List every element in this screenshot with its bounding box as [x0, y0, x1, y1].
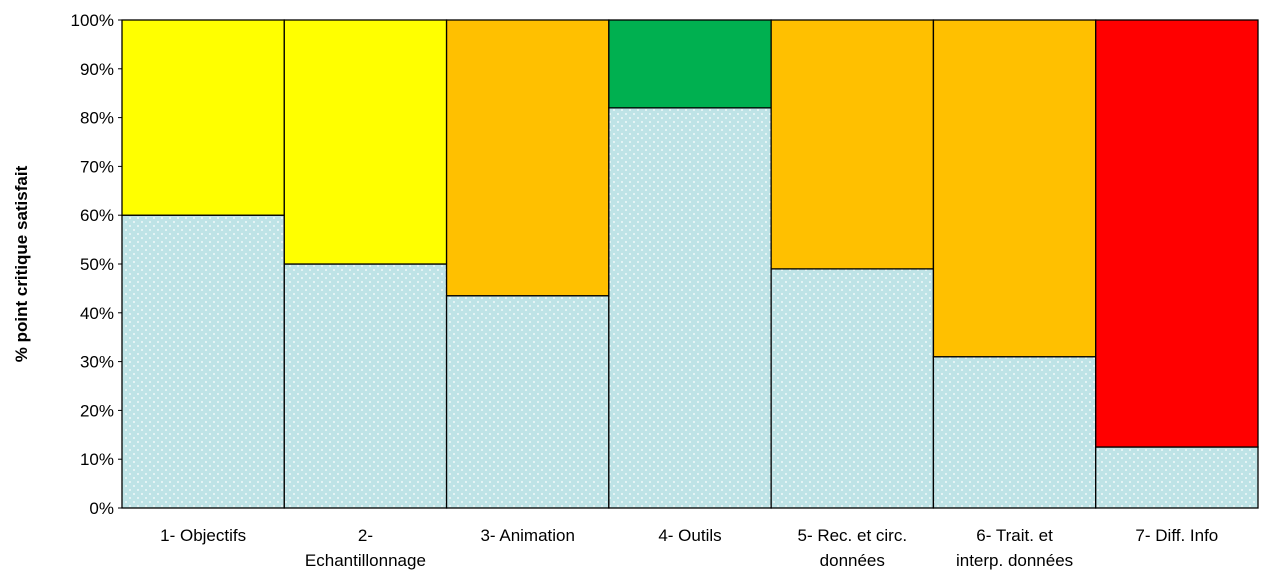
- y-tick-label: 20%: [80, 401, 114, 420]
- y-tick-label: 100%: [71, 11, 114, 30]
- bar-satisfied: [932, 356, 1097, 509]
- bar-remaining: [1095, 19, 1259, 448]
- bar-remaining: [608, 19, 772, 109]
- y-tick-label: 10%: [80, 450, 114, 469]
- x-tick-label: 1- Objectifs: [160, 526, 246, 545]
- bar-satisfied: [445, 295, 610, 509]
- y-tick-label: 90%: [80, 60, 114, 79]
- x-tick-label: 5- Rec. et circ.: [797, 526, 907, 545]
- x-tick-label: 4- Outils: [658, 526, 721, 545]
- bar-remaining: [121, 19, 285, 216]
- y-tick-label: 0%: [89, 499, 114, 518]
- x-tick-label: Echantillonnage: [305, 551, 426, 570]
- bar-satisfied: [770, 268, 935, 509]
- y-axis-ticks: 0% 10% 20% 30% 40% 50% 60% 70% 80% 90% 100%: [71, 11, 122, 518]
- bar-remaining: [932, 19, 1097, 358]
- bar-remaining: [283, 19, 448, 265]
- y-tick-label: 60%: [80, 206, 114, 225]
- y-tick-label: 80%: [80, 109, 114, 128]
- y-tick-label: 40%: [80, 304, 114, 323]
- y-axis-label: % point critique satisfait: [12, 165, 31, 362]
- bar-satisfied: [1095, 446, 1259, 509]
- x-tick-label: 6- Trait. et: [976, 526, 1053, 545]
- x-axis-ticks: 1- Objectifs 2- Echantillonnage 3- Animatio…: [160, 526, 1218, 570]
- bar-satisfied: [608, 107, 772, 509]
- y-tick-label: 70%: [80, 157, 114, 176]
- x-tick-label: données: [820, 551, 885, 570]
- x-tick-label: 2-: [358, 526, 373, 545]
- bar-remaining: [770, 19, 935, 270]
- bar-satisfied: [121, 214, 285, 509]
- x-tick-label: 7- Diff. Info: [1135, 526, 1218, 545]
- y-tick-label: 30%: [80, 353, 114, 372]
- bar-satisfied: [283, 263, 448, 509]
- bars: [121, 19, 1259, 509]
- y-tick-label: 50%: [80, 255, 114, 274]
- x-tick-label: interp. données: [956, 551, 1073, 570]
- x-tick-label: 3- Animation: [480, 526, 575, 545]
- bar-remaining: [445, 19, 610, 297]
